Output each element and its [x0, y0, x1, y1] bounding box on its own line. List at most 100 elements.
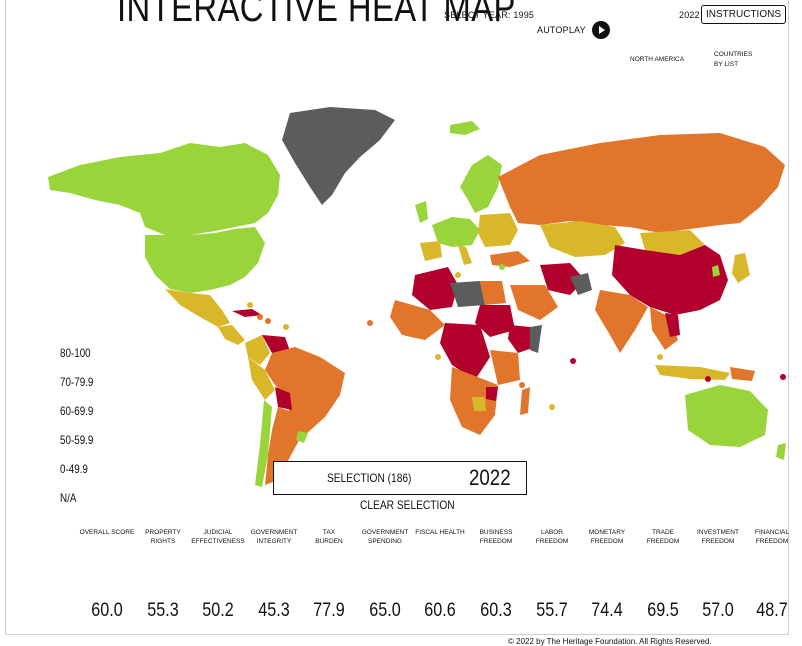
category-property-rights[interactable]: PROPERTY RIGHTS: [145, 529, 181, 545]
instructions-button[interactable]: INSTRUCTIONS: [701, 5, 786, 24]
country-mexico[interactable]: [165, 289, 230, 327]
region-west-africa[interactable]: [390, 300, 445, 340]
country-libya[interactable]: [450, 281, 485, 307]
legend-item-50-59[interactable]: 50-59.9: [60, 433, 94, 447]
country-australia[interactable]: [685, 385, 768, 447]
category-government-integrity[interactable]: GOVERNMENT INTEGRITY: [250, 529, 298, 545]
category-government-spending[interactable]: GOVERNMENT SPENDING: [361, 529, 409, 545]
current-year[interactable]: 2022: [679, 10, 700, 20]
selection-count: SELECTION (186): [327, 471, 412, 485]
island-marker[interactable]: [247, 302, 253, 308]
island-marker[interactable]: [283, 324, 289, 330]
country-usa[interactable]: [145, 227, 265, 293]
category-financial-freedom[interactable]: FINANCIAL FREEDOM: [755, 529, 789, 545]
select-year-label: SELECT YEAR:: [444, 10, 511, 20]
score-tax-burden: 77.9: [313, 600, 345, 621]
island-marker[interactable]: [367, 320, 373, 326]
score-fiscal-health: 60.6: [424, 600, 456, 621]
island-marker[interactable]: [257, 314, 263, 320]
region-central-america[interactable]: [218, 325, 245, 345]
country-iceland[interactable]: [450, 121, 480, 135]
country-cuba[interactable]: [232, 309, 262, 317]
country-new-zealand[interactable]: [776, 443, 786, 460]
country-uruguay[interactable]: [296, 431, 308, 443]
country-uk[interactable]: [415, 201, 428, 223]
legend-item-na[interactable]: N/A: [60, 491, 77, 505]
clear-selection-button[interactable]: CLEAR SELECTION: [360, 498, 455, 512]
selection-panel: SELECTION (186) 2022: [273, 461, 527, 495]
play-icon[interactable]: [591, 21, 610, 39]
country-venezuela[interactable]: [262, 335, 290, 353]
country-chile[interactable]: [255, 400, 272, 487]
island-marker[interactable]: [705, 376, 711, 382]
island-marker[interactable]: [265, 318, 271, 324]
country-greenland[interactable]: [282, 107, 395, 205]
country-south-korea[interactable]: [712, 265, 720, 277]
country-spain[interactable]: [420, 241, 442, 261]
legend-item-0-49[interactable]: 0-49.9: [60, 462, 88, 476]
island-marker[interactable]: [570, 358, 576, 364]
country-botswana[interactable]: [472, 397, 486, 411]
selection-year: 2022: [469, 465, 511, 490]
region-western-europe[interactable]: [432, 217, 480, 247]
country-vietnam[interactable]: [665, 313, 680, 337]
country-canada[interactable]: [48, 143, 280, 235]
category-investment-freedom[interactable]: INVESTMENT FREEDOM: [697, 529, 739, 545]
country-sudan[interactable]: [475, 305, 515, 337]
score-labor-freedom: 55.7: [536, 600, 568, 621]
country-algeria[interactable]: [412, 267, 458, 310]
category-trade-freedom[interactable]: TRADE FREEDOM: [646, 529, 680, 545]
country-iran[interactable]: [540, 263, 585, 295]
country-papua-new-guinea[interactable]: [730, 367, 755, 381]
island-marker[interactable]: [657, 354, 663, 360]
country-saudi-arabia[interactable]: [510, 285, 558, 320]
legend-item-60-69[interactable]: 60-69.9: [60, 404, 94, 418]
region-southeast-asia[interactable]: [650, 307, 678, 350]
country-colombia[interactable]: [245, 335, 270, 365]
country-afghanistan[interactable]: [570, 273, 592, 295]
autoplay-control[interactable]: AUTOPLAY: [537, 21, 610, 39]
country-peru[interactable]: [248, 357, 275, 400]
island-marker[interactable]: [455, 272, 461, 278]
island-marker[interactable]: [499, 264, 505, 270]
region-scandinavia[interactable]: [460, 155, 502, 213]
legend-item-80-100[interactable]: 80-100: [60, 346, 91, 360]
region-central-africa[interactable]: [440, 323, 490, 380]
category-tax-burden[interactable]: TAX BURDEN: [315, 529, 343, 545]
country-egypt[interactable]: [480, 281, 506, 305]
legend-item-70-79[interactable]: 70-79.9: [60, 375, 94, 389]
select-year-value[interactable]: 1995: [513, 10, 535, 20]
world-heat-map[interactable]: [40, 95, 790, 505]
country-china[interactable]: [612, 245, 728, 315]
country-india[interactable]: [595, 290, 648, 353]
island-marker[interactable]: [435, 354, 441, 360]
category-fiscal-health[interactable]: FISCAL HEALTH: [415, 529, 465, 536]
country-brazil[interactable]: [265, 347, 345, 435]
region-label[interactable]: NORTH AMERICA: [630, 56, 685, 63]
region-eastern-europe[interactable]: [478, 213, 518, 247]
country-ethiopia[interactable]: [508, 325, 535, 353]
island-marker[interactable]: [780, 374, 786, 380]
country-somalia[interactable]: [530, 325, 542, 353]
country-indonesia[interactable]: [655, 365, 730, 380]
category-judicial-effectiveness[interactable]: JUDICIAL EFFECTIVENESS: [191, 529, 245, 545]
country-italy[interactable]: [458, 245, 472, 265]
select-year[interactable]: SELECT YEAR: 1995: [444, 10, 534, 20]
island-marker[interactable]: [549, 404, 555, 410]
country-zimbabwe[interactable]: [486, 387, 498, 401]
island-marker[interactable]: [519, 382, 525, 388]
countries-by-list-button[interactable]: COUNTRIES BY LIST: [714, 51, 753, 68]
region-east-africa[interactable]: [490, 350, 520, 385]
category-monetary-freedom[interactable]: MONETARY FREEDOM: [588, 529, 626, 545]
app-frame: [5, 0, 789, 635]
country-kazakhstan[interactable]: [540, 221, 625, 257]
country-russia[interactable]: [498, 133, 785, 233]
category-business-freedom[interactable]: BUSINESS FREEDOM: [479, 529, 513, 545]
country-madagascar[interactable]: [520, 387, 530, 415]
category-overall-score[interactable]: OVERALL SCORE: [79, 529, 135, 536]
country-japan[interactable]: [732, 253, 750, 283]
country-bolivia[interactable]: [275, 387, 292, 410]
country-mongolia[interactable]: [640, 230, 705, 255]
category-labor-freedom[interactable]: LABOR FREEDOM: [535, 529, 569, 545]
country-turkey[interactable]: [490, 251, 530, 267]
